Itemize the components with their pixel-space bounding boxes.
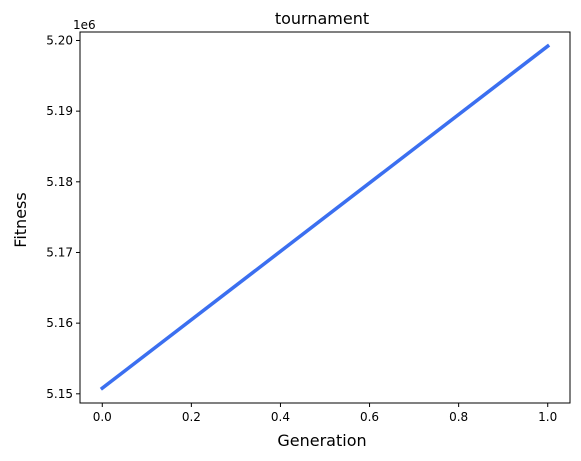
chart-title: tournament [275,9,369,28]
y-tick-label: 5.20 [46,33,73,47]
y-tick-label: 5.18 [46,175,73,189]
x-tick-label: 1.0 [538,410,557,424]
y-tick-label: 5.16 [46,316,73,330]
y-axis-label: Fitness [11,192,30,247]
x-tick-label: 0.6 [360,410,379,424]
x-tick-label: 0.0 [93,410,112,424]
series-line-0 [99,43,551,391]
plot-area: 0.0 0.2 0.4 0.6 0.8 1.0 5.15 5.16 5.17 5.18 5.19 5.… [46,31,571,424]
x-tick-label: 0.4 [271,410,290,424]
x-axis-label: Generation [277,431,366,450]
y-axis-offset-label: 1e6 [73,18,96,32]
y-tick-label: 5.19 [46,104,73,118]
x-tick-label: 0.8 [449,410,468,424]
x-tick-label: 0.2 [182,410,201,424]
y-tick-label: 5.17 [46,245,73,259]
y-tick-label: 5.15 [46,387,73,401]
plot-frame [79,31,571,404]
